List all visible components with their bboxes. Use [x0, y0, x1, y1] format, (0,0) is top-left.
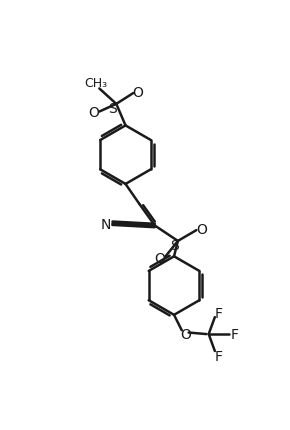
Text: CH₃: CH₃	[85, 77, 108, 89]
Text: F: F	[231, 327, 239, 341]
Text: S: S	[108, 101, 117, 115]
Text: O: O	[180, 327, 191, 341]
Text: O: O	[88, 106, 99, 120]
Text: O: O	[155, 251, 166, 265]
Text: O: O	[196, 223, 207, 237]
Text: F: F	[215, 349, 223, 363]
Text: S: S	[171, 238, 179, 252]
Text: N: N	[100, 218, 111, 231]
Text: O: O	[133, 85, 143, 99]
Text: F: F	[215, 307, 223, 320]
